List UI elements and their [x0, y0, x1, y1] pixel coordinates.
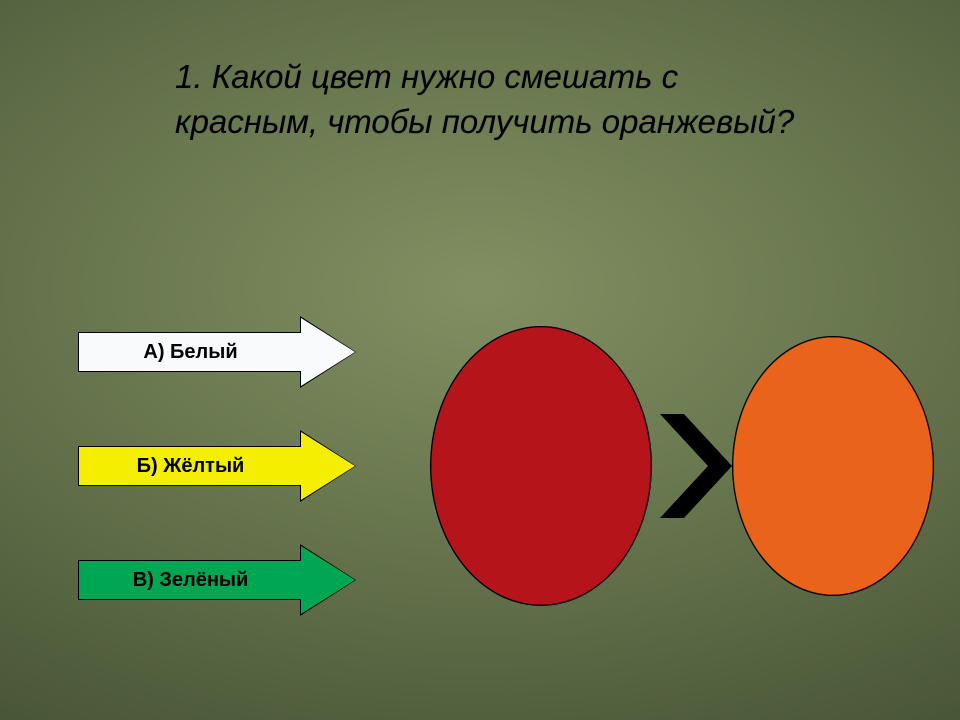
- chevron-right-icon: [654, 414, 736, 518]
- arrow-head-icon: [301, 318, 355, 386]
- answer-option-a[interactable]: А) Белый: [78, 318, 368, 386]
- question-text: 1. Какой цвет нужно смешать с красным, ч…: [175, 55, 815, 144]
- answer-option-b[interactable]: Б) Жёлтый: [78, 432, 368, 500]
- answer-option-c[interactable]: В) Зелёный: [78, 546, 368, 614]
- answer-label-a: А) Белый: [78, 332, 302, 372]
- answer-label-c: В) Зелёный: [78, 560, 302, 600]
- arrow-head-icon: [301, 432, 355, 500]
- ellipse-orange: [732, 336, 934, 596]
- answer-label-b: Б) Жёлтый: [78, 446, 302, 486]
- ellipse-red: [430, 326, 652, 606]
- arrow-head-icon: [301, 546, 355, 614]
